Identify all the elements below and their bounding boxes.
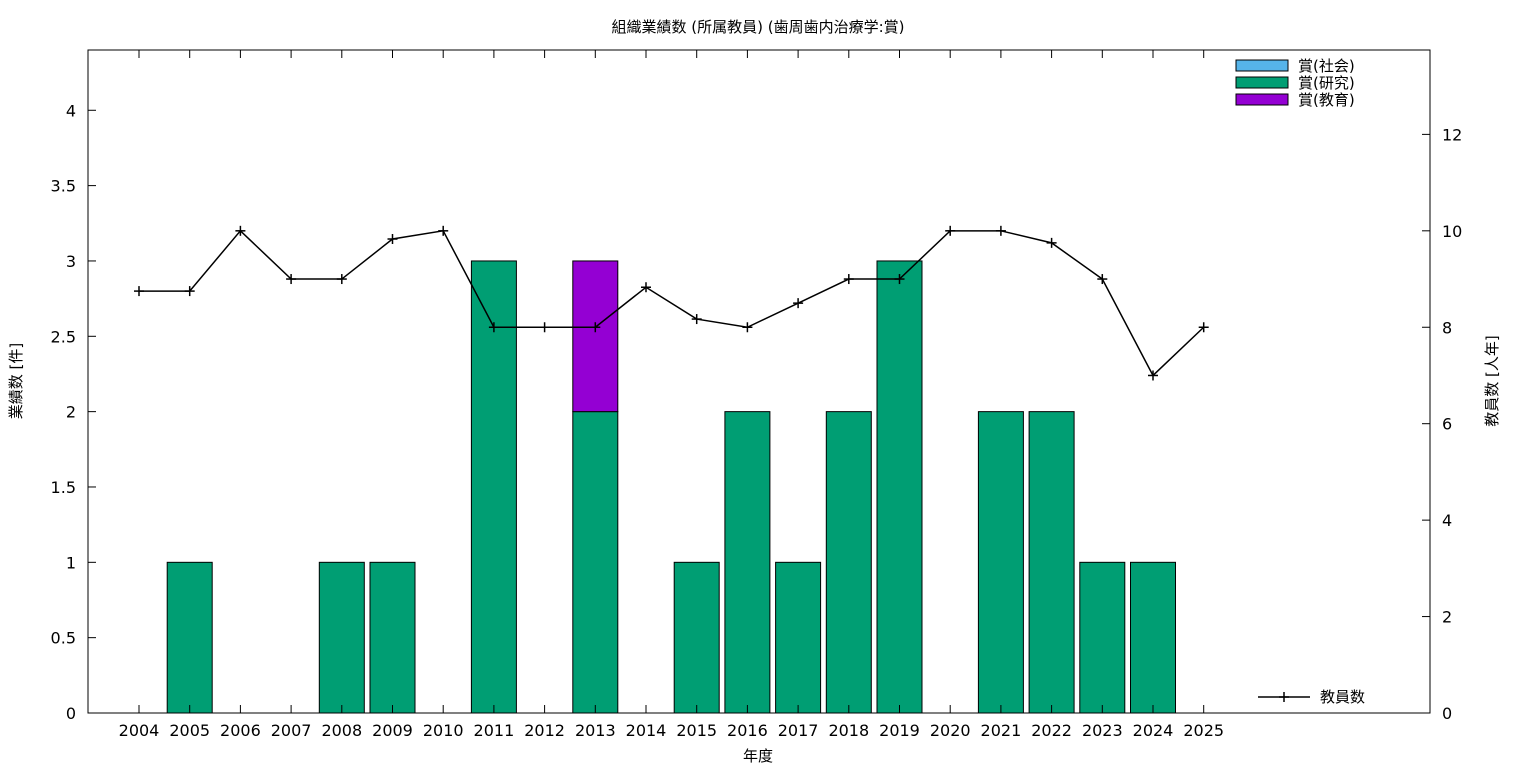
line-point-2010 [438,225,449,236]
line-point-2013 [590,322,601,333]
x-tick-label: 2010 [423,721,464,740]
y2-axis-label: 教員数 [人年] [1483,335,1501,426]
y-tick-label: 1.5 [51,478,76,497]
x-axis-label: 年度 [743,747,773,765]
plot-frame [87,49,1431,714]
x-tick-label: 2022 [1031,721,1072,740]
axes-layer: 0 0.5 1 1.5 2 2.5 3 3.5 4 0 2 4 6 8 10 12 2004 2005 2006 20… [51,50,1462,740]
line-point-2008 [336,274,347,285]
line-point-2022 [1046,237,1057,248]
legend-label-0: 賞(社会) [1298,57,1355,75]
line-series-faculty [139,229,1205,377]
bar-2013-series-1 [572,411,619,714]
y2-tick-label: 2 [1442,608,1452,627]
line-point-2016 [742,322,753,333]
y-tick-label: 3 [66,252,76,271]
y-tick-label: 0 [66,704,76,723]
line-point-2006 [235,225,246,236]
legend-label-line: 教員数 [1320,688,1365,706]
x-tick-label: 2007 [271,721,312,740]
legend-swatch-0 [1235,59,1289,72]
y-tick-label: 1 [66,553,76,572]
line-point-2024 [1148,370,1158,381]
x-tick-label: 2011 [474,721,515,740]
line-point-2012 [539,322,550,333]
x-tick-label: 2004 [119,721,160,740]
bar-2011-series-1 [470,260,517,714]
line-point-2005 [184,286,195,297]
bar-2013-series-2 [572,260,619,413]
y2-tick-label: 0 [1442,704,1452,723]
bar-2021-series-1 [977,411,1024,714]
bar-2019-series-1 [876,260,923,714]
y-tick-label: 2 [66,403,76,422]
line-point-2009 [387,234,398,245]
legend-swatch-2 [1235,93,1289,106]
line-point-2004 [134,286,144,297]
x-tick-label: 2024 [1133,721,1174,740]
bar-2024-series-1 [1130,561,1176,714]
x-tick-label: 2012 [524,721,565,740]
bar-2015-series-1 [673,561,720,714]
x-tick-label: 2013 [575,721,616,740]
x-tick-label: 2017 [778,721,819,740]
legend: 賞(社会)賞(研究)賞(教育) 教員数 [1235,57,1365,706]
line-point-2011 [488,322,499,333]
x-tick-label: 2006 [220,721,261,740]
bar-2022-series-1 [1028,411,1075,714]
y2-tick-label: 4 [1442,511,1452,530]
legend-swatch-1 [1235,76,1289,89]
line-point-2020 [945,225,956,236]
line-point-2007 [286,274,297,285]
bar-2018-series-1 [825,411,872,714]
y-tick-label: 0.5 [51,629,76,648]
bar-2023-series-1 [1079,561,1126,714]
bar-2016-series-1 [724,411,771,714]
y-tick-label: 4 [66,101,76,120]
legend-label-2: 賞(教育) [1298,91,1355,109]
x-tick-label: 2018 [828,721,869,740]
line-layer [134,225,1209,381]
bar-2017-series-1 [775,561,822,714]
legend-label-1: 賞(研究) [1298,74,1355,92]
x-tick-label: 2019 [879,721,920,740]
line-point-2023 [1097,274,1108,285]
line-point-2015 [691,314,702,325]
x-tick-label: 2014 [626,721,667,740]
chart-title: 組織業績数 (所属教員) (歯周歯内治療学:賞) [612,18,905,36]
bars-layer [166,260,1176,714]
bar-2005-series-1 [166,561,213,714]
x-tick-label: 2023 [1082,721,1123,740]
bar-2008-series-1 [318,561,365,714]
line-point-2019 [894,274,905,285]
line-point-2017 [793,298,804,309]
x-tick-label: 2021 [981,721,1022,740]
y-tick-label: 2.5 [51,327,76,346]
x-tick-label: 2016 [727,721,768,740]
line-point-2021 [995,225,1006,236]
y2-tick-label: 6 [1442,415,1452,434]
x-tick-label: 2009 [372,721,413,740]
x-tick-label: 2020 [930,721,971,740]
y2-tick-label: 12 [1442,125,1462,144]
x-tick-label: 2005 [169,721,210,740]
line-point-2014 [641,282,651,293]
bar-2009-series-1 [369,561,416,714]
line-point-2025 [1198,322,1209,333]
x-tick-label: 2008 [321,721,362,740]
x-tick-label: 2025 [1183,721,1224,740]
x-tick-label: 2015 [676,721,717,740]
line-point-2018 [843,274,854,285]
y-axis-label: 業績数 [件] [7,343,25,419]
y2-tick-label: 10 [1442,222,1462,241]
y-tick-label: 3.5 [51,177,76,196]
y2-tick-label: 8 [1442,318,1452,337]
